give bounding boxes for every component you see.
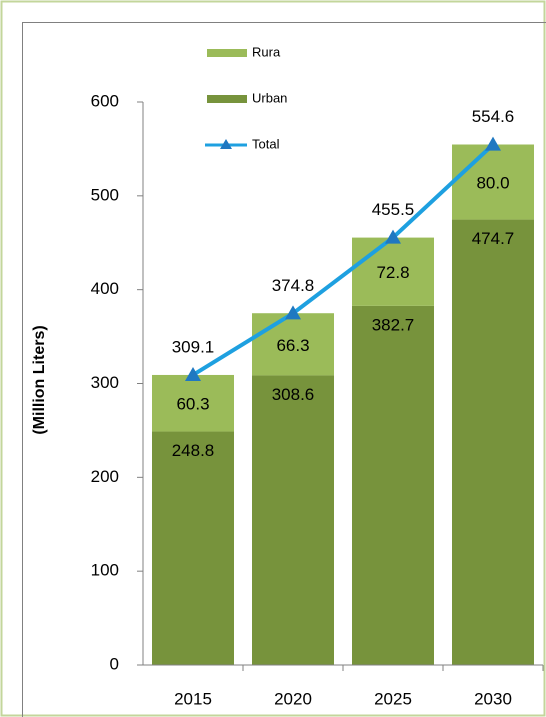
total-marker [485,136,501,151]
value-label: 308.6 [272,385,315,404]
value-label: 455.5 [372,200,415,219]
value-label: 80.0 [476,174,509,193]
legend-label: Total [252,136,280,151]
y-axis-label: (Million Liters) [31,325,48,434]
bar-segment [452,219,534,665]
bar-segment [152,374,234,432]
y-tick-label: 400 [91,279,119,298]
y-tick-label: 600 [91,91,119,110]
total-marker [285,305,301,320]
value-label: 66.3 [276,336,309,355]
bar-segment [352,237,434,306]
y-tick-label: 200 [91,467,119,486]
value-label: 382.7 [372,315,415,334]
bar-segment [452,144,534,220]
value-label: 309.1 [172,337,215,356]
legend-label: Urban [252,90,287,105]
value-label: 554.6 [472,107,515,126]
y-tick-label: 300 [91,373,119,392]
value-label: 60.3 [176,395,209,414]
value-label: 248.8 [172,441,215,460]
x-tick-label: 2020 [274,689,312,708]
bar-segment [252,313,334,376]
value-label: 374.8 [272,276,315,295]
y-tick-label: 0 [110,654,119,673]
total-marker [385,229,401,244]
legend-marker [220,139,232,149]
x-tick-label: 2025 [374,689,412,708]
plot-frame [22,22,546,717]
y-tick-label: 100 [91,561,119,580]
value-label: 474.7 [472,229,515,248]
x-tick-label: 2015 [174,689,212,708]
bar-segment [252,375,334,665]
total-marker [185,366,201,381]
x-tick-label: 2030 [474,689,512,708]
y-tick-label: 500 [91,185,119,204]
legend-swatch [207,95,247,103]
legend-swatch [207,49,247,57]
bar-segment [152,431,234,665]
total-line [191,143,495,377]
bar-segment [352,305,434,665]
legend-label: Rura [252,44,281,59]
value-label: 72.8 [376,263,409,282]
